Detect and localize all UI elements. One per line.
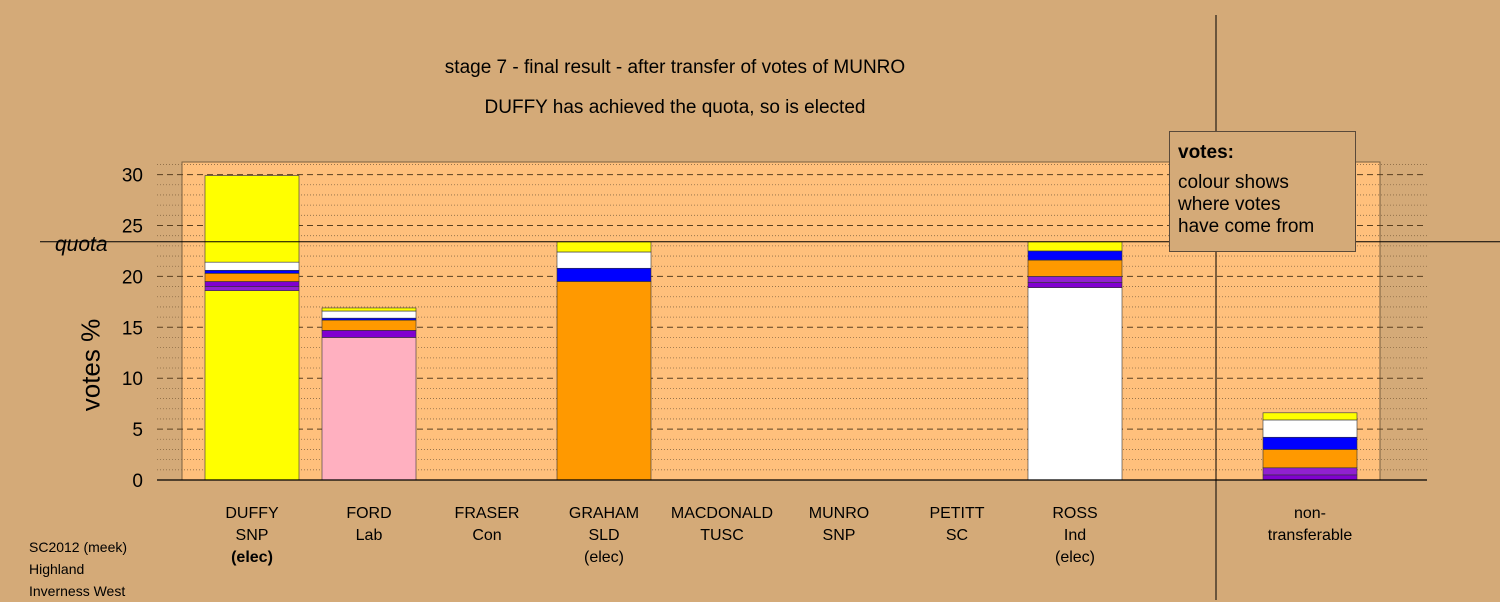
bar-segment [1027,276,1123,283]
candidate-party: SNP [822,527,856,544]
bars [204,175,1358,481]
candidate-name: MACDONALD [670,505,774,522]
bar-segment [204,273,300,282]
bar-segment [1262,412,1358,421]
bar-segment [1027,250,1123,261]
bar-segment [204,175,300,263]
candidate-party: TUSC [700,527,744,544]
category-label-fraser: FRASER Con [422,503,552,547]
candidate-status: (elec) [231,549,273,566]
bar-segment [321,310,417,319]
footer-line-1: SC2012 (meek) [29,539,128,555]
bar-segment [1027,259,1123,277]
candidate-name: MUNRO [808,505,870,522]
candidate-status: (elec) [583,549,624,566]
bar-segment [204,261,300,271]
bar-segment [1262,419,1358,438]
candidate-party: Con [472,527,502,544]
candidate-party: SNP [235,527,269,544]
bar-segment [321,337,417,481]
bar-segment [204,290,300,481]
category-label-duffy: DUFFY SNP (elec) [187,503,317,569]
candidate-name: FRASER [454,505,520,522]
legend-line-1: colour shows [1178,172,1289,193]
bar-segment [1262,467,1358,476]
candidate-status: (elec) [1054,549,1095,566]
bar-segment [321,317,417,321]
category-label-ross: ROSS Ind (elec) [1010,503,1140,569]
candidate-name: DUFFY [225,505,279,522]
candidate-name: GRAHAM [568,505,640,522]
footer-line-3: Inverness West [29,583,126,599]
candidate-party: Ind [1063,527,1087,544]
bar-segment [556,251,652,269]
legend-heading: votes: [1178,142,1234,163]
y-axis: 0 5 10 15 20 25 30 [122,166,143,492]
footer-line-2: Highland [29,561,85,577]
y-tick-label: 30 [122,166,143,187]
y-axis-label: votes % [75,318,106,412]
bar-segment [556,241,652,253]
category-label-graham: GRAHAM SLD (elec) [539,503,669,569]
candidate-name: ROSS [1052,505,1098,522]
bar-segment [556,267,652,282]
bar-segment [321,319,417,331]
bar-segment [204,281,300,287]
candidate-name: PETITT [929,505,985,522]
bar-segment [321,330,417,338]
chart-subtitle: DUFFY has achieved the quota, so is elec… [484,97,866,118]
bar-segment [1027,241,1123,252]
y-tick-label: 10 [122,369,143,390]
category-label-ford: FORD Lab [304,503,434,547]
y-tick-label: 15 [122,318,143,339]
y-tick-label: 20 [122,267,143,288]
category-label-macdonald: MACDONALD TUSC [657,503,787,547]
legend-line-2: where votes [1178,194,1281,215]
y-tick-label: 0 [132,471,143,492]
legend-box: votes: colour shows where votes have com… [1169,131,1356,252]
bar-segment [1027,287,1123,481]
footer-info: SC2012 (meek) Highland Inverness West [29,536,127,602]
candidate-name: FORD [346,505,392,522]
category-name-2: transferable [1267,527,1353,544]
bar-segment [1262,449,1358,469]
candidate-party: Lab [355,527,383,544]
category-name: non- [1293,505,1327,522]
candidate-party: SC [945,527,969,544]
bar-segment [204,269,300,274]
bar-segment [321,307,417,312]
category-label-munro: MUNRO SNP [774,503,904,547]
bar-segment [204,286,300,291]
bar-segment [1027,282,1123,288]
legend-line-3: have come from [1178,216,1315,237]
y-tick-label: 5 [132,420,143,441]
candidate-party: SLD [588,527,620,544]
bar-segment [1262,436,1358,450]
quota-label: quota [55,233,108,256]
chart-title: stage 7 - final result - after transfer … [444,57,906,78]
category-label-petitt: PETITT SC [892,503,1022,547]
bar-segment [1262,474,1358,481]
bar-segment [556,281,652,481]
y-tick-label: 25 [122,217,143,238]
category-label-non-transferable: non- transferable [1245,503,1375,547]
